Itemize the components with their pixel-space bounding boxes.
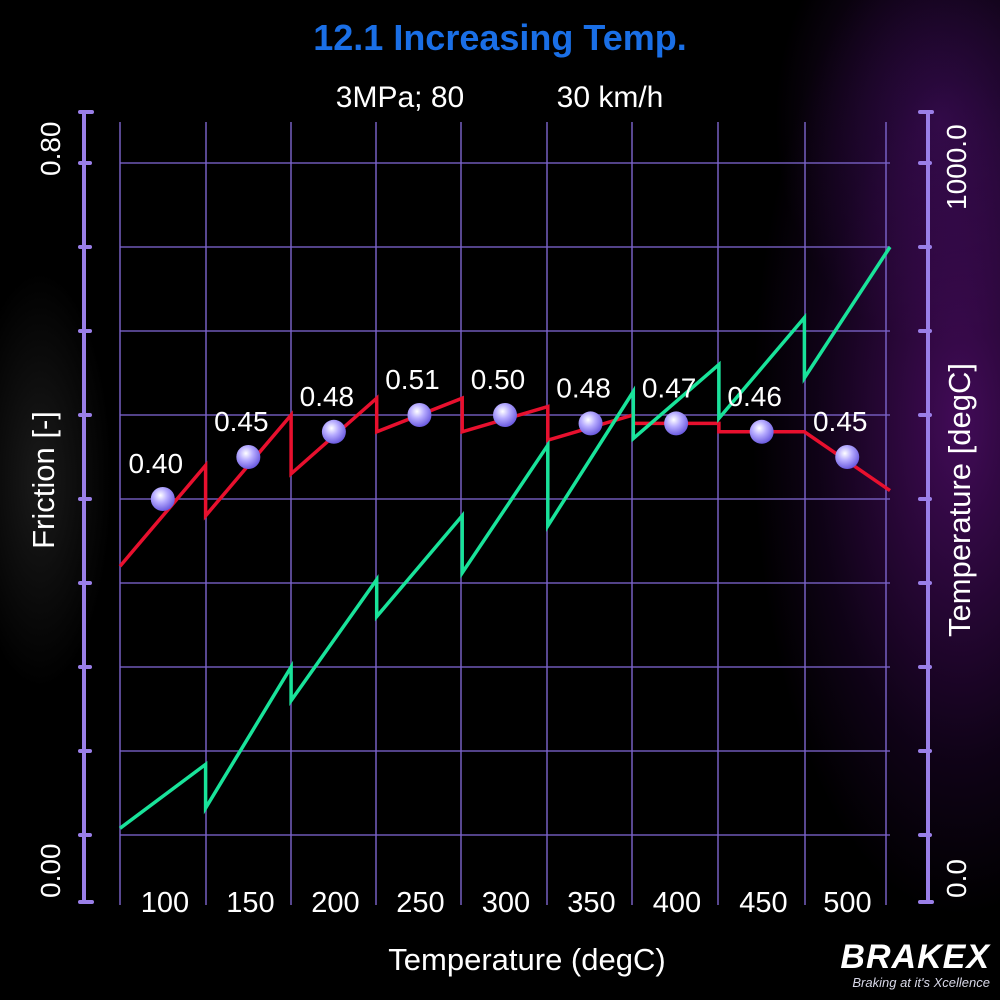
right-axis-max-label: 1000.0: [941, 124, 972, 210]
x-tick-label: 450: [739, 887, 787, 919]
friction-series-line: [118, 394, 891, 568]
x-tick-label: 100: [141, 887, 189, 919]
friction-data-label: 0.48: [556, 372, 611, 403]
friction-data-label: 0.48: [300, 381, 355, 412]
chart-title: 12.1 Increasing Temp.: [313, 17, 686, 58]
chart-subtitle-pressure: 3MPa; 80: [336, 81, 464, 114]
logo-word: BRAKEX: [840, 938, 990, 976]
friction-data-label: 0.45: [813, 406, 868, 437]
right-axis-min-label: 0.0: [941, 859, 972, 898]
friction-data-label: 0.46: [727, 381, 782, 412]
brand-logo: BRAKEX Braking at it's Xcellence: [820, 939, 990, 990]
friction-data-point: [493, 403, 517, 427]
left-axis-min-label: 0.00: [35, 844, 66, 899]
friction-data-label: 0.45: [214, 406, 269, 437]
x-tick-label: 150: [226, 887, 274, 919]
friction-data-point: [407, 403, 432, 427]
x-tick-label: 400: [653, 887, 701, 919]
logo-tagline: Braking at it's Xcellence: [852, 975, 990, 990]
data-points: [150, 403, 860, 511]
left-axis-title: Friction [-]: [26, 411, 61, 549]
grid: [119, 122, 890, 905]
friction-data-point: [236, 445, 261, 469]
left-axis-max-label: 0.80: [35, 122, 66, 177]
axes: [78, 110, 934, 904]
x-tick-label: 350: [567, 887, 615, 919]
series: [118, 246, 892, 830]
friction-data-point: [150, 487, 175, 511]
friction-data-label: 0.51: [385, 364, 440, 395]
x-tick-label: 300: [482, 887, 530, 919]
friction-data-point: [664, 411, 689, 436]
x-tick-label: 500: [823, 887, 871, 919]
right-axis-title: Temperature [degC]: [942, 363, 977, 637]
temperature-series-line: [118, 246, 892, 830]
x-tick-label: 250: [396, 887, 444, 919]
x-tick-labels: 100 150 200 250 300 350 400 450 500: [141, 887, 872, 919]
x-axis-title: Temperature (degC): [388, 942, 665, 977]
friction-data-point: [749, 419, 774, 444]
friction-data-label: 0.47: [642, 372, 697, 403]
x-tick-label: 200: [311, 887, 359, 919]
friction-data-point: [578, 411, 603, 436]
friction-data-point: [321, 419, 346, 444]
chart-subtitle-speed: 30 km/h: [557, 81, 664, 114]
friction-data-point: [835, 445, 860, 469]
friction-data-label: 0.50: [471, 364, 526, 395]
friction-data-label: 0.40: [129, 448, 184, 479]
data-labels: 0.40 0.45 0.48 0.51 0.50 0.48 0.47 0.46 0.45: [129, 364, 868, 479]
